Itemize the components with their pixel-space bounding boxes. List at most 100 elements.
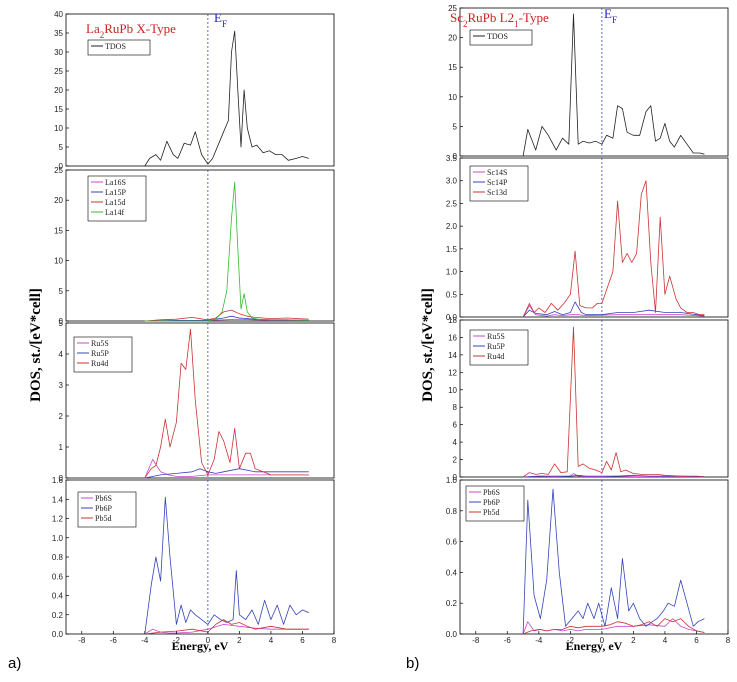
y-tick-label: 1.4	[52, 495, 64, 504]
y-tick-label: 0	[59, 317, 64, 326]
legend-label: Ru5P	[487, 342, 505, 351]
y-tick-label: 0.6	[446, 538, 458, 547]
legend-label: Pb5d	[95, 514, 111, 523]
y-tick-label: 16	[448, 333, 457, 342]
y-tick-label: 0.0	[446, 630, 458, 639]
y-axis-label: DOS, st./[eV*cell]	[28, 288, 44, 402]
y-tick-label: 0	[453, 473, 458, 482]
legend-label: La14f	[105, 208, 124, 217]
legend-label: La15d	[105, 198, 125, 207]
chart-b: 0510152025TDOS0.00.51.01.52.02.53.03.5Sc…	[406, 4, 731, 672]
legend-label: Pb5d	[483, 508, 499, 517]
x-tick-label: 6	[694, 636, 699, 645]
y-tick-label: 40	[54, 10, 63, 19]
y-tick-label: 0	[453, 152, 458, 161]
y-tick-label: 20	[54, 86, 63, 95]
legend-label: Sc14S	[487, 168, 507, 177]
y-tick-label: 0.4	[52, 592, 64, 601]
legend-box	[87, 39, 151, 56]
legend-label: Ru4d	[91, 359, 108, 368]
series-Pb6P	[522, 488, 705, 635]
y-tick-label: 14	[448, 351, 457, 360]
x-tick-label: -2	[567, 636, 575, 645]
panel-frame	[65, 13, 335, 167]
series-Sc14P	[522, 301, 705, 318]
y-tick-label: 3.5	[446, 154, 458, 163]
y-tick-label: 4	[59, 350, 64, 359]
x-tick-label: -4	[535, 636, 543, 645]
series-Sc13d	[522, 180, 705, 318]
y-tick-label: 20	[448, 34, 457, 43]
y-tick-label: 1.5	[446, 245, 458, 254]
y-tick-label: 25	[448, 4, 457, 13]
x-tick-label: 6	[300, 636, 305, 645]
x-tick-label: 4	[269, 636, 274, 645]
y-tick-label: 0.8	[446, 507, 458, 516]
y-tick-label: 0.2	[52, 611, 64, 620]
y-tick-label: 12	[448, 368, 457, 377]
legend-label: Pb6P	[483, 498, 500, 507]
y-tick-label: 1.0	[446, 476, 458, 485]
series-Ru4d	[522, 326, 705, 478]
legend-label: Ru5S	[487, 332, 505, 341]
y-tick-label: 10	[54, 124, 63, 133]
y-tick-label: 0.5	[446, 290, 458, 299]
y-tick-label: 25	[54, 166, 63, 175]
y-tick-label: 1	[59, 443, 64, 452]
legend-box	[87, 175, 147, 222]
y-tick-label: 4	[453, 438, 458, 447]
legend-label: Ru5P	[91, 349, 109, 358]
x-tick-label: 0	[206, 636, 211, 645]
x-tick-label: 8	[726, 636, 731, 645]
legend: TDOS	[469, 29, 533, 46]
legend-label: Ru4d	[487, 352, 504, 361]
legend-label: TDOS	[105, 42, 126, 51]
y-tick-label: 30	[54, 48, 63, 57]
series-Pb5d	[144, 619, 309, 635]
chart-title: Sc2RuPb L21-Type	[450, 10, 549, 29]
x-tick-label: -2	[173, 636, 181, 645]
y-tick-label: 0.4	[446, 568, 458, 577]
y-tick-label: 1.0	[446, 268, 458, 277]
x-tick-label: -8	[78, 636, 86, 645]
y-tick-label: 15	[54, 105, 63, 114]
series-Sc14S	[522, 305, 705, 318]
panel-label: b)	[406, 655, 419, 672]
y-tick-label: 5	[59, 319, 64, 328]
chart-title: La2RuPb X-Type	[86, 21, 176, 40]
legend-label: TDOS	[487, 32, 508, 41]
panel-tdos: 0 5 10 15 20 25 TDOS	[448, 4, 729, 161]
legend: TDOS	[87, 39, 151, 56]
x-tick-label: 2	[237, 636, 242, 645]
legend-label: Pb6S	[483, 488, 500, 497]
x-axis-label: Energy, eV	[566, 639, 623, 653]
series-Pb6P	[144, 496, 309, 635]
series-TDOS	[522, 13, 705, 157]
y-tick-label: 10	[54, 257, 63, 266]
x-tick-label: -6	[504, 636, 512, 645]
series-Ru5P	[144, 468, 309, 479]
panel-label: a)	[8, 655, 21, 672]
y-tick-label: 2.5	[446, 199, 458, 208]
y-tick-label: 6	[453, 421, 458, 430]
y-tick-label: 5	[59, 143, 64, 152]
y-tick-label: 2	[59, 412, 64, 421]
panel-frame	[65, 322, 335, 479]
legend-label: La16S	[105, 178, 126, 187]
y-tick-label: 25	[54, 67, 63, 76]
panel-frame	[459, 157, 729, 318]
y-tick-label: 8	[453, 403, 458, 412]
y-tick-label: 1.0	[52, 534, 64, 543]
legend-label: Pb6P	[95, 504, 112, 513]
